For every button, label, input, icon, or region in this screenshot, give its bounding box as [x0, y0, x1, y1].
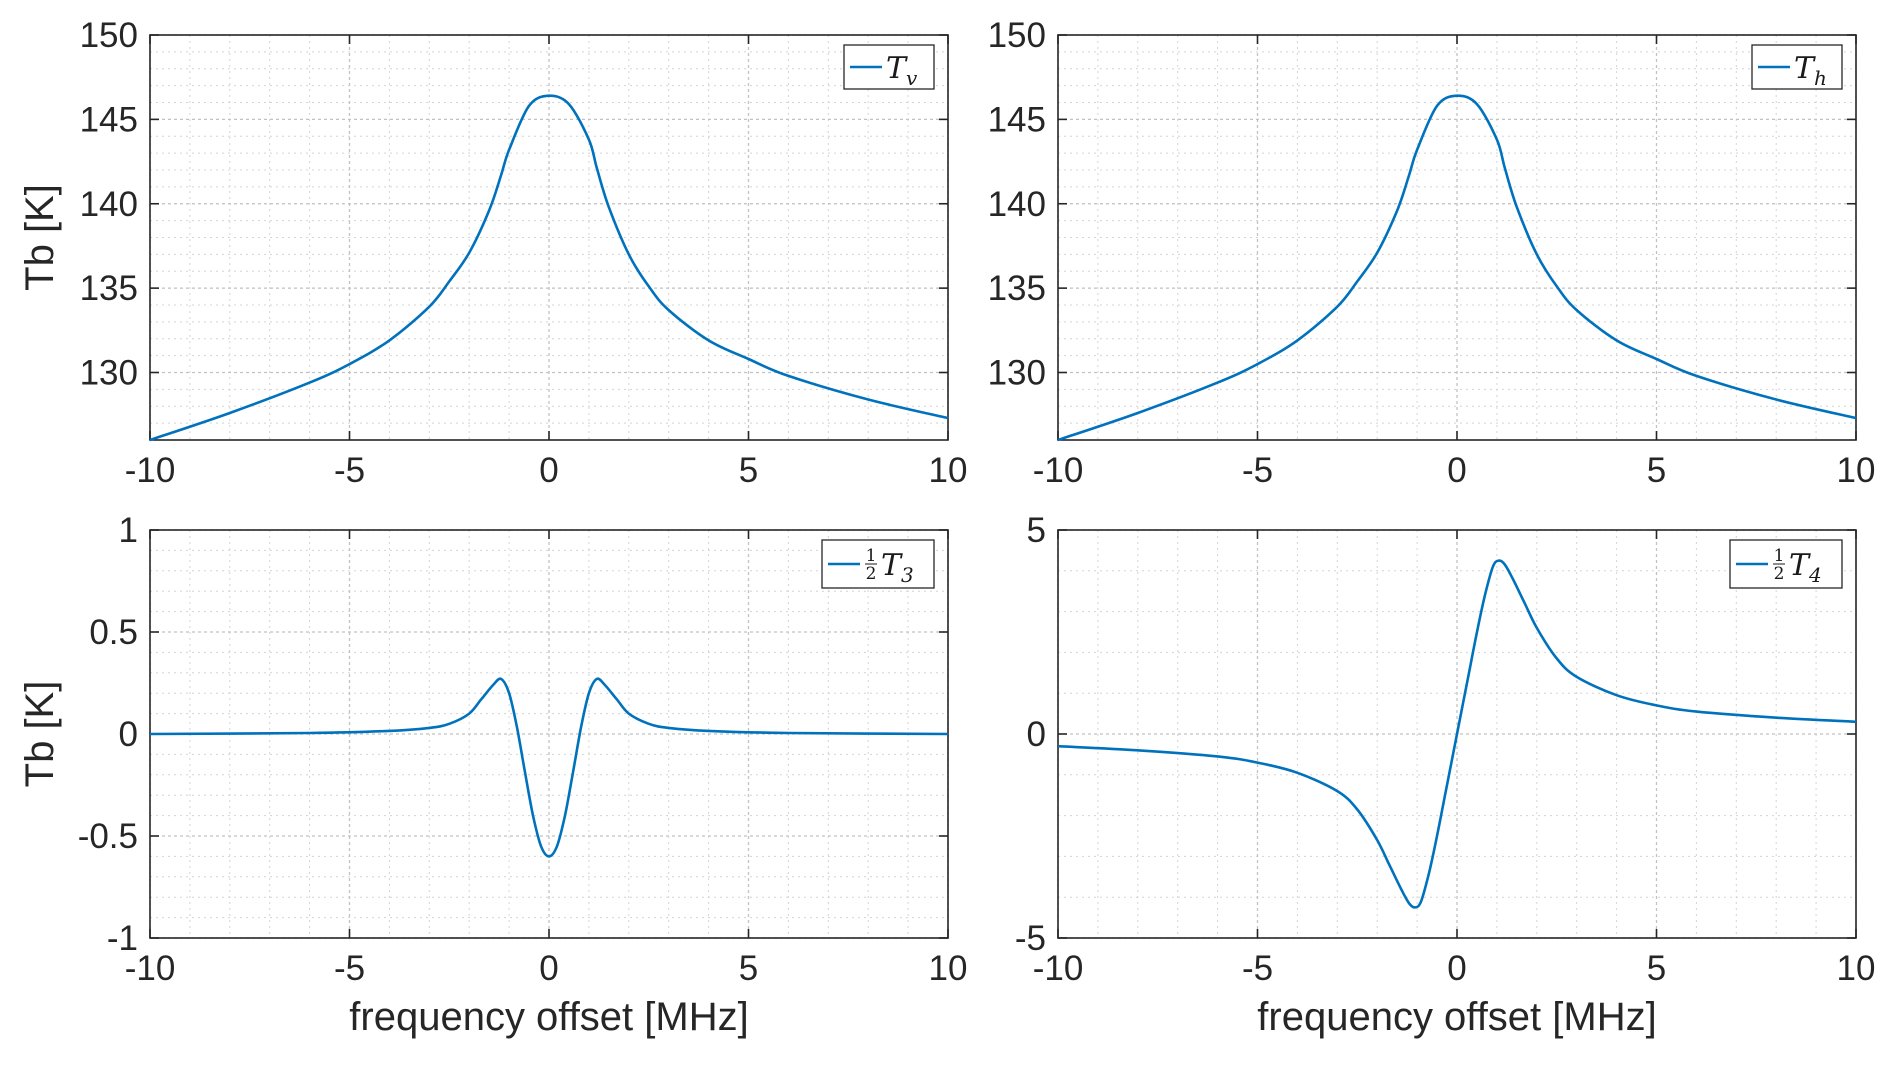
x-tick-label: 10	[1837, 949, 1876, 988]
y-tick-label: 5	[1027, 511, 1046, 550]
x-tick-label: 10	[1837, 451, 1876, 490]
legend-frac-numerator: 1	[1774, 546, 1785, 566]
y-tick-label: 1	[119, 511, 138, 550]
y-tick-label: 150	[988, 16, 1046, 55]
x-tick-label: 5	[1647, 451, 1666, 490]
x-tick-label: -10	[125, 451, 176, 490]
legend-frac-numerator: 1	[866, 546, 877, 566]
legend: 12 T 4	[1729, 539, 1843, 589]
x-tick-label: 5	[1647, 949, 1666, 988]
x-tick-label: -5	[334, 949, 365, 988]
x-tick-label: -10	[1033, 949, 1084, 988]
y-tick-label: 0	[119, 715, 138, 754]
y-tick-label: 145	[988, 100, 1046, 139]
x-tick-label: -10	[1033, 451, 1084, 490]
y-tick-label: -5	[1015, 919, 1046, 958]
x-axis-title: frequency offset [MHz]	[1257, 995, 1656, 1039]
y-tick-label: 0	[1027, 715, 1046, 754]
x-tick-label: 5	[739, 451, 758, 490]
legend-frac-denominator: 2	[866, 564, 877, 584]
x-tick-label: 0	[1447, 949, 1466, 988]
legend-subscript: h	[1814, 66, 1827, 90]
legend: 12 T 3	[821, 539, 935, 589]
x-tick-label: 10	[929, 949, 968, 988]
y-tick-label: 0.5	[89, 613, 138, 652]
x-tick-label: 0	[539, 451, 558, 490]
legend-frac-denominator: 2	[1774, 564, 1785, 584]
x-tick-label: 0	[1447, 451, 1466, 490]
y-axis-title: Tb [K]	[18, 681, 62, 788]
x-tick-label: 5	[739, 949, 758, 988]
legend-subscript: v	[906, 66, 918, 90]
legend-label: T	[881, 548, 903, 583]
y-tick-label: 140	[988, 185, 1046, 224]
y-tick-label: 145	[80, 100, 138, 139]
legend-label: T	[886, 51, 908, 86]
legend-subscript: 3	[901, 563, 914, 587]
x-tick-label: -5	[334, 451, 365, 490]
x-tick-label: -5	[1242, 451, 1273, 490]
legend-label: T	[1789, 548, 1811, 583]
series-line	[1057, 559, 1857, 909]
chart-panel-2: -10 -5 0 5 10 130 135 140 145 150 T h	[988, 16, 1876, 490]
x-tick-label: 0	[539, 949, 558, 988]
legend-subscript: 4	[1808, 563, 1822, 587]
y-tick-label: 130	[988, 354, 1046, 393]
chart-panel-1: -10 -5 0 5 10 130 135 140 145 150 Tb [K] T v	[18, 16, 967, 490]
y-tick-label: 135	[80, 269, 138, 308]
chart-panel-3: -10 -5 0 5 10 -1 -0.5 0 0.5 1 Tb [K] frequency offs…	[18, 511, 967, 1039]
y-tick-label: -1	[107, 919, 138, 958]
x-tick-label: -5	[1242, 949, 1273, 988]
y-tick-label: 135	[988, 269, 1046, 308]
legend-label: T	[1794, 51, 1816, 86]
x-tick-label: 10	[929, 451, 968, 490]
y-tick-label: 140	[80, 185, 138, 224]
x-tick-label: -10	[125, 949, 176, 988]
series-line	[149, 677, 949, 858]
x-axis-title: frequency offset [MHz]	[349, 995, 748, 1039]
y-tick-label: 130	[80, 354, 138, 393]
y-axis-title: Tb [K]	[18, 184, 62, 291]
series-line	[1057, 94, 1857, 442]
y-tick-label: 150	[80, 16, 138, 55]
series-line	[149, 94, 949, 442]
y-tick-label: -0.5	[78, 817, 138, 856]
